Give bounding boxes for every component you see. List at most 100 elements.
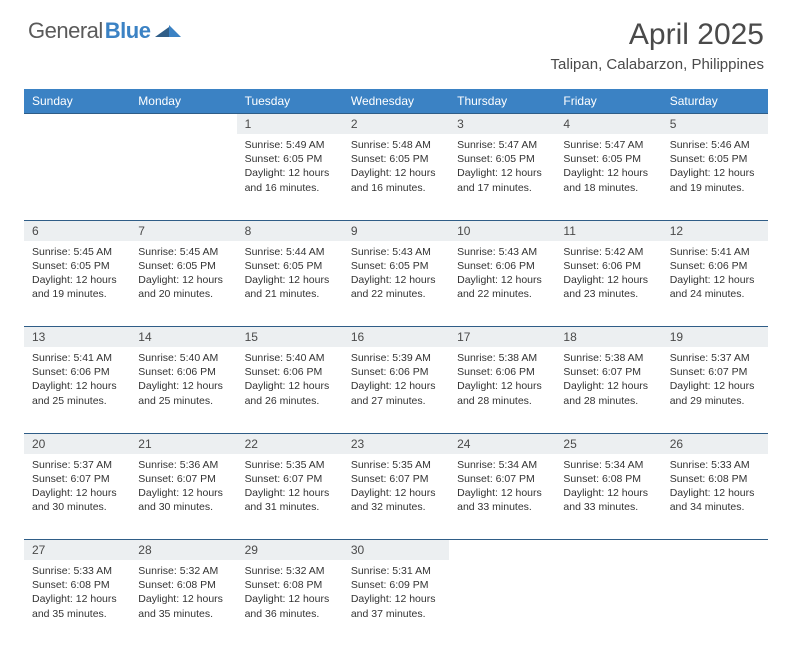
brand-mark-icon <box>155 21 181 42</box>
detail-cell: Sunrise: 5:45 AMSunset: 6:05 PMDaylight:… <box>130 241 236 327</box>
sunset-value: 6:05 PM <box>283 260 322 272</box>
sunrise-label: Sunrise: <box>457 139 496 151</box>
daylight-label: Daylight: <box>32 274 73 286</box>
dayname-row: SundayMondayTuesdayWednesdayThursdayFrid… <box>24 89 768 114</box>
daynum-cell: 27 <box>24 540 130 561</box>
daylight-label: Daylight: <box>32 593 73 605</box>
detail-cell: Sunrise: 5:44 AM Sunset: 6:05 PM Daylight:… <box>237 241 343 327</box>
sunrise-value: 5:47 AM <box>605 139 644 151</box>
sunrise-value: 5:39 AM <box>392 352 431 364</box>
detail-row: Sunrise: 5:37 AM Sunset: 6:07 PM Daylight:… <box>24 454 768 540</box>
sunrise-label: Sunrise: <box>351 246 390 258</box>
sunset-label: Sunset: <box>457 153 493 165</box>
sunset-value: 6:07 PM <box>71 473 110 485</box>
detail-cell: Sunrise: 5:47 AMSunset: 6:05 PMDaylight:… <box>449 134 555 220</box>
detail-cell: Sunrise: 5:45 AMSunset: 6:05 PMDaylight:… <box>24 241 130 327</box>
sunrise-label: Sunrise: <box>351 459 390 471</box>
daynum-cell: 2 <box>343 114 449 135</box>
sunset-value: 6:05 PM <box>177 260 216 272</box>
detail-cell: Sunrise: 5:32 AMSunset: 6:08 PMDaylight:… <box>130 560 236 646</box>
daynum-cell: 1 <box>237 114 343 135</box>
daylight-label: Daylight: <box>670 167 711 179</box>
sunset-label: Sunset: <box>138 260 174 272</box>
sunset-label: Sunset: <box>245 153 281 165</box>
sunrise-label: Sunrise: <box>245 246 284 258</box>
daynum-cell <box>24 114 130 135</box>
detail-cell: Sunrise: 5:41 AMSunset: 6:06 PMDaylight:… <box>662 241 768 327</box>
sunrise-value: 5:34 AM <box>605 459 644 471</box>
sunset-label: Sunset: <box>351 473 387 485</box>
dayname-cell: Wednesday <box>343 89 449 114</box>
detail-cell: Sunrise: 5:35 AMSunset: 6:07 PMDaylight:… <box>237 454 343 540</box>
daynum-cell: 7 <box>130 220 236 241</box>
detail-cell: Sunrise: 5:32 AMSunset: 6:08 PMDaylight:… <box>237 560 343 646</box>
sunset-value: 6:07 PM <box>602 366 641 378</box>
daylight-label: Daylight: <box>563 487 604 499</box>
detail-row: Sunrise: 5:33 AMSunset: 6:08 PMDaylight:… <box>24 560 768 646</box>
daylight-label: Daylight: <box>138 593 179 605</box>
sunset-value: 6:06 PM <box>496 366 535 378</box>
detail-cell <box>24 134 130 220</box>
daylight-label: Daylight: <box>138 274 179 286</box>
daynum-row: 12345 <box>24 114 768 135</box>
sunset-value: 6:06 PM <box>177 366 216 378</box>
sunset-label: Sunset: <box>457 260 493 272</box>
daynum-cell: 30 <box>343 540 449 561</box>
location-text: Talipan, Calabarzon, Philippines <box>551 56 764 73</box>
sunrise-value: 5:43 AM <box>392 246 431 258</box>
sunrise-value: 5:38 AM <box>605 352 644 364</box>
sunset-label: Sunset: <box>563 153 599 165</box>
dayname-cell: Friday <box>555 89 661 114</box>
sunset-label: Sunset: <box>138 579 174 591</box>
daynum-cell: 19 <box>662 327 768 348</box>
daynum-cell: 4 <box>555 114 661 135</box>
daynum-cell: 20 <box>24 433 130 454</box>
sunset-value: 6:06 PM <box>708 260 747 272</box>
daynum-cell: 5 <box>662 114 768 135</box>
sunset-value: 6:07 PM <box>389 473 428 485</box>
detail-cell <box>662 560 768 646</box>
detail-cell: Sunrise: 5:40 AMSunset: 6:06 PMDaylight:… <box>130 347 236 433</box>
sunset-label: Sunset: <box>351 366 387 378</box>
sunset-label: Sunset: <box>457 366 493 378</box>
daylight-label: Daylight: <box>138 380 179 392</box>
sunrise-value: 5:40 AM <box>180 352 219 364</box>
sunrise-label: Sunrise: <box>670 246 709 258</box>
brand-part2: Blue <box>105 18 151 44</box>
detail-cell: Sunrise: 5:41 AMSunset: 6:06 PMDaylight:… <box>24 347 130 433</box>
detail-cell: Sunrise: 5:47 AMSunset: 6:05 PMDaylight:… <box>555 134 661 220</box>
dayname-cell: Saturday <box>662 89 768 114</box>
sunrise-value: 5:48 AM <box>392 139 431 151</box>
detail-cell: Sunrise: 5:42 AMSunset: 6:06 PMDaylight:… <box>555 241 661 327</box>
daylight-label: Daylight: <box>245 274 286 286</box>
daylight-label: Daylight: <box>351 487 392 499</box>
daylight-label: Daylight: <box>457 167 498 179</box>
detail-cell: Sunrise: 5:35 AMSunset: 6:07 PMDaylight:… <box>343 454 449 540</box>
detail-cell: Sunrise: 5:38 AMSunset: 6:07 PMDaylight:… <box>555 347 661 433</box>
daylight-label: Daylight: <box>351 593 392 605</box>
sunset-value: 6:08 PM <box>177 579 216 591</box>
detail-cell: Sunrise: 5:34 AMSunset: 6:07 PMDaylight:… <box>449 454 555 540</box>
sunset-label: Sunset: <box>245 473 281 485</box>
sunset-value: 6:05 PM <box>708 153 747 165</box>
sunrise-value: 5:44 AM <box>286 246 325 258</box>
sunset-value: 6:08 PM <box>283 579 322 591</box>
sunset-label: Sunset: <box>32 473 68 485</box>
detail-cell: Sunrise: 5:36 AMSunset: 6:07 PMDaylight:… <box>130 454 236 540</box>
sunrise-value: 5:43 AM <box>499 246 538 258</box>
daylight-label: Daylight: <box>245 167 286 179</box>
sunset-value: 6:08 PM <box>71 579 110 591</box>
daynum-cell: 11 <box>555 220 661 241</box>
sunrise-label: Sunrise: <box>245 459 284 471</box>
daylight-label: Daylight: <box>457 380 498 392</box>
sunset-label: Sunset: <box>245 260 281 272</box>
sunrise-label: Sunrise: <box>245 565 284 577</box>
sunset-label: Sunset: <box>670 473 706 485</box>
daynum-cell: 12 <box>662 220 768 241</box>
daylight-label: Daylight: <box>351 380 392 392</box>
detail-cell: Sunrise: 5:49 AMSunset: 6:05 PMDaylight:… <box>237 134 343 220</box>
sunset-label: Sunset: <box>351 260 387 272</box>
detail-cell: Sunrise: 5:40 AMSunset: 6:06 PMDaylight:… <box>237 347 343 433</box>
sunrise-value: 5:37 AM <box>73 459 112 471</box>
sunrise-value: 5:35 AM <box>286 459 325 471</box>
